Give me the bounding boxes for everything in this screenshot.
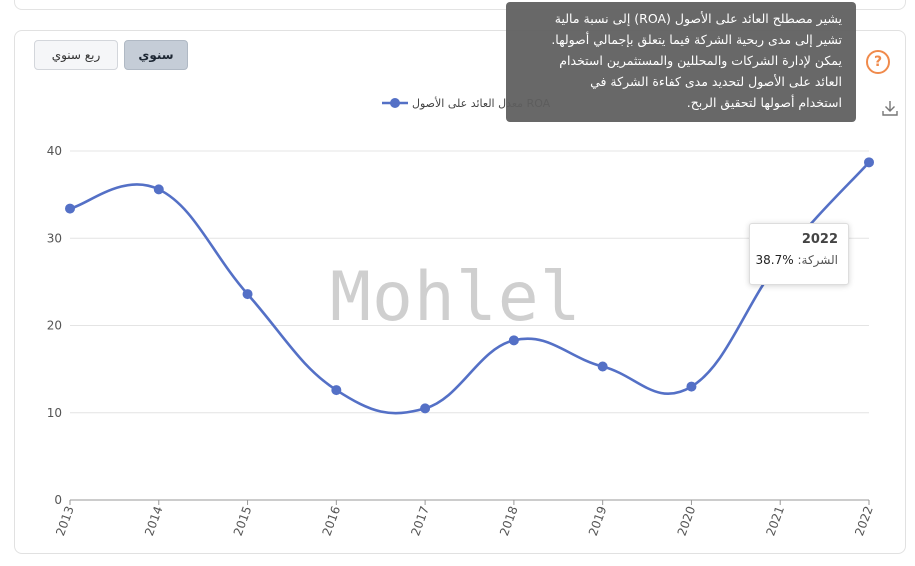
data-point xyxy=(686,381,697,392)
info-line: استخدام أصولها لتحقيق الربح. xyxy=(686,95,842,110)
roa-series-line xyxy=(69,161,870,415)
data-point xyxy=(508,335,519,346)
x-tick-label: 2018 xyxy=(497,504,521,537)
data-point-tooltip: 2022 الشركة: 38.7% xyxy=(749,223,849,285)
y-tick-label: 10 xyxy=(47,406,62,420)
data-point xyxy=(597,361,608,372)
tooltip-year: 2022 xyxy=(801,232,838,247)
x-tick-label: 2016 xyxy=(320,504,344,537)
annual-toggle-button[interactable]: سنوي xyxy=(124,40,188,70)
info-line: تشير إلى مدى ربحية الشركة فيما يتعلق بإج… xyxy=(551,32,842,47)
x-tick-label: 2013 xyxy=(53,504,77,537)
download-icon[interactable] xyxy=(880,98,900,118)
info-line: العائد على الأصول لتحديد مدى كفاءة الشرك… xyxy=(590,74,842,89)
x-tick-label: 2019 xyxy=(586,504,610,537)
y-tick-label: 0 xyxy=(54,493,62,507)
data-point xyxy=(331,385,342,396)
tooltip-series-label: الشركة: xyxy=(797,253,838,267)
quarterly-toggle-button[interactable]: ربع سنوي xyxy=(34,40,118,70)
x-tick-label: 2017 xyxy=(408,504,432,537)
y-tick-label: 30 xyxy=(47,231,62,245)
legend-marker xyxy=(390,98,400,108)
x-tick-label: 2014 xyxy=(142,504,166,537)
data-point xyxy=(65,203,75,214)
x-tick-label: 2021 xyxy=(763,504,787,537)
tooltip-value-row: الشركة: 38.7% xyxy=(750,253,838,267)
tooltip-value: 38.7% xyxy=(755,253,794,267)
info-line: يشير مصطلح العائد على الأصول (ROA) إلى ن… xyxy=(554,11,842,26)
data-point xyxy=(864,157,874,168)
y-tick-label: 20 xyxy=(47,319,62,333)
x-tick-label: 2022 xyxy=(852,504,876,537)
roa-info-tooltip: يشير مصطلح العائد على الأصول (ROA) إلى ن… xyxy=(506,2,856,122)
data-point xyxy=(242,289,253,300)
data-point xyxy=(153,184,164,195)
info-line: يمكن لإدارة الشركات والمحللين والمستثمري… xyxy=(559,53,842,68)
x-tick-label: 2015 xyxy=(231,504,255,537)
help-icon[interactable]: ? xyxy=(866,50,890,74)
watermark: Mohlel xyxy=(330,258,582,337)
data-point xyxy=(420,403,431,414)
x-tick-label: 2020 xyxy=(675,504,699,537)
y-tick-label: 40 xyxy=(47,144,62,158)
